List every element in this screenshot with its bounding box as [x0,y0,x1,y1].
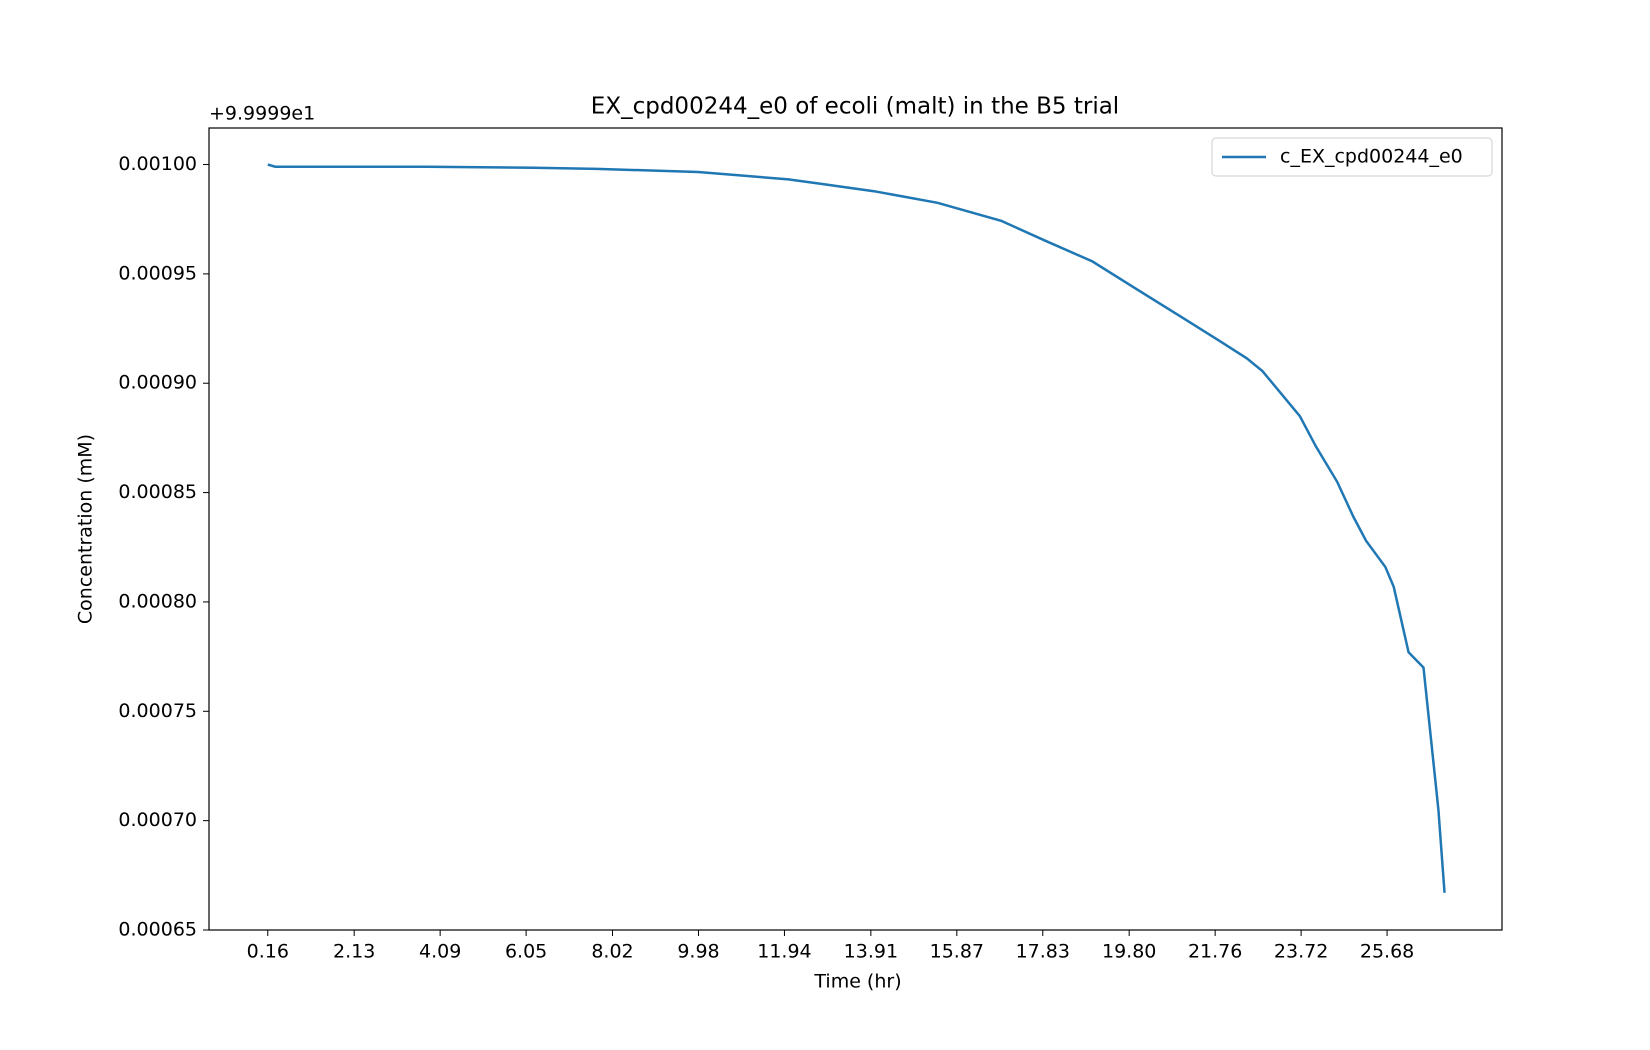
x-axis-label: Time (hr) [813,971,901,993]
x-tick-label: 6.05 [505,941,547,963]
x-tick-label: 8.02 [591,941,633,963]
chart-title: EX_cpd00244_e0 of ecoli (malt) in the B5… [591,94,1119,120]
x-tick-label: 19.80 [1102,941,1156,963]
x-tick-label: 2.13 [333,941,375,963]
y-tick-label: 0.00100 [118,153,197,175]
data-line [267,163,1446,893]
x-tick-label: 11.94 [757,941,811,963]
y-tick-label: 0.00070 [118,809,197,831]
x-tick-label: 9.98 [677,941,719,963]
plot-frame [208,127,1503,931]
x-tick-label: 4.09 [419,941,461,963]
x-tick-label: 25.68 [1360,941,1414,963]
y-tick-label: 0.00085 [118,481,197,503]
y-tick-label: 0.00065 [118,919,197,941]
x-tick-label: 17.83 [1016,941,1070,963]
legend-box [1211,137,1493,177]
x-tick-label: 23.72 [1274,941,1328,963]
y-tick-label: 0.00095 [118,262,197,284]
legend-label: c_EX_cpd00244_e0 [1280,146,1463,168]
y-tick-label: 0.00090 [118,372,197,394]
x-tick-label: 13.91 [844,941,898,963]
x-tick-label: 15.87 [930,941,984,963]
x-tick-label: 0.16 [247,941,289,963]
y-tick-label: 0.00075 [118,700,197,722]
y-axis-label: Concentration (mM) [75,434,97,624]
y-offset-text: +9.9999e1 [209,103,315,125]
y-tick-label: 0.00080 [118,590,197,612]
x-tick-label: 21.76 [1188,941,1242,963]
